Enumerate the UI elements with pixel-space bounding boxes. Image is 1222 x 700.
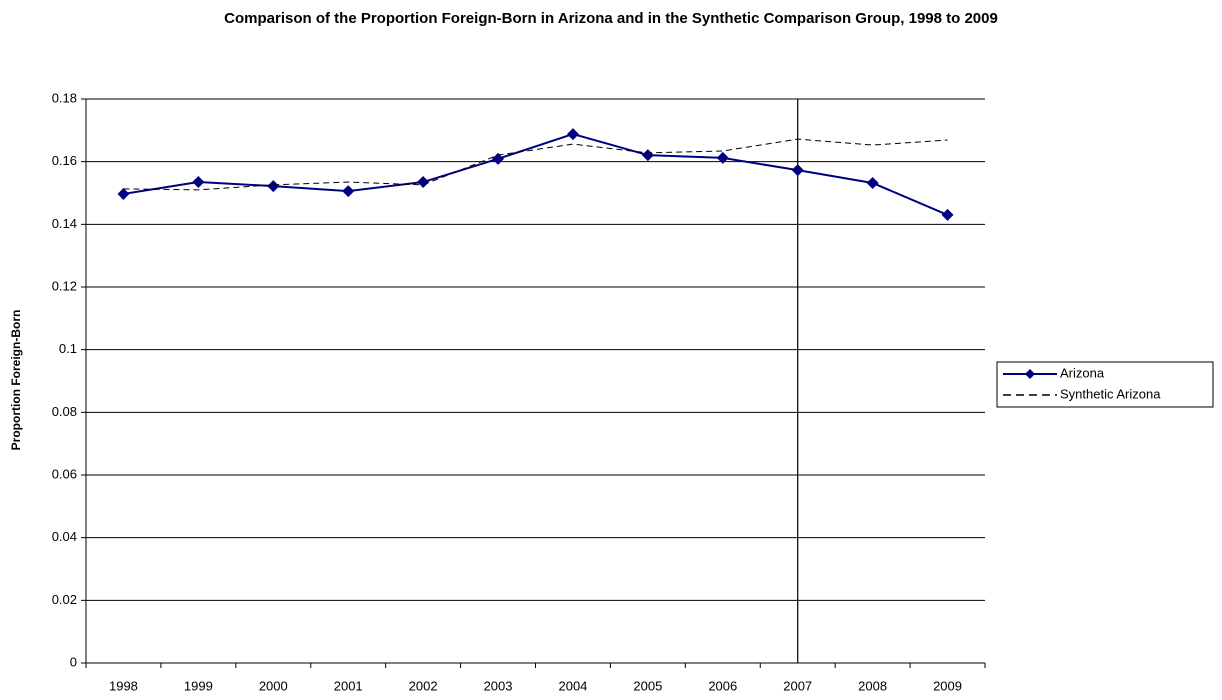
x-tick-label: 1998 bbox=[109, 678, 138, 693]
x-tick-label: 2003 bbox=[484, 678, 513, 693]
data-point bbox=[941, 208, 954, 221]
legend-box bbox=[996, 361, 1214, 408]
series-line bbox=[123, 138, 948, 191]
y-tick-label: 0.08 bbox=[52, 404, 77, 419]
y-tick-label: 0 bbox=[70, 654, 77, 669]
x-tick-label: 2001 bbox=[334, 678, 363, 693]
data-point bbox=[342, 185, 355, 198]
x-tick-label: 2005 bbox=[633, 678, 662, 693]
y-tick-label: 0.02 bbox=[52, 592, 77, 607]
data-point bbox=[791, 164, 804, 177]
legend-marker bbox=[1025, 369, 1035, 379]
legend-label: Synthetic Arizona bbox=[1060, 386, 1161, 401]
data-point bbox=[417, 176, 430, 189]
x-tick-label: 2009 bbox=[933, 678, 962, 693]
data-point bbox=[192, 176, 205, 189]
x-tick-label: 1999 bbox=[184, 678, 213, 693]
y-tick-label: 0.14 bbox=[52, 216, 77, 231]
y-tick-label: 0.1 bbox=[59, 341, 77, 356]
data-point bbox=[716, 151, 729, 164]
y-tick-label: 0.06 bbox=[52, 466, 77, 481]
x-tick-label: 2004 bbox=[558, 678, 587, 693]
legend-label: Arizona bbox=[1060, 365, 1105, 380]
data-point bbox=[641, 149, 654, 162]
data-point bbox=[566, 128, 579, 141]
data-point bbox=[267, 180, 280, 193]
y-tick-label: 0.16 bbox=[52, 153, 77, 168]
x-tick-label: 2007 bbox=[783, 678, 812, 693]
data-point bbox=[492, 152, 505, 165]
y-axis-label: Proportion Foreign-Born bbox=[9, 310, 23, 451]
data-point bbox=[117, 187, 130, 200]
chart-title: Comparison of the Proportion Foreign-Bor… bbox=[224, 10, 998, 27]
y-tick-label: 0.12 bbox=[52, 278, 77, 293]
x-tick-label: 2008 bbox=[858, 678, 887, 693]
series-line bbox=[123, 133, 948, 216]
x-tick-label: 2006 bbox=[708, 678, 737, 693]
y-tick-label: 0.18 bbox=[52, 90, 77, 105]
y-tick-label: 0.04 bbox=[52, 529, 77, 544]
data-point bbox=[866, 176, 879, 189]
x-tick-label: 2002 bbox=[409, 678, 438, 693]
x-tick-label: 2000 bbox=[259, 678, 288, 693]
